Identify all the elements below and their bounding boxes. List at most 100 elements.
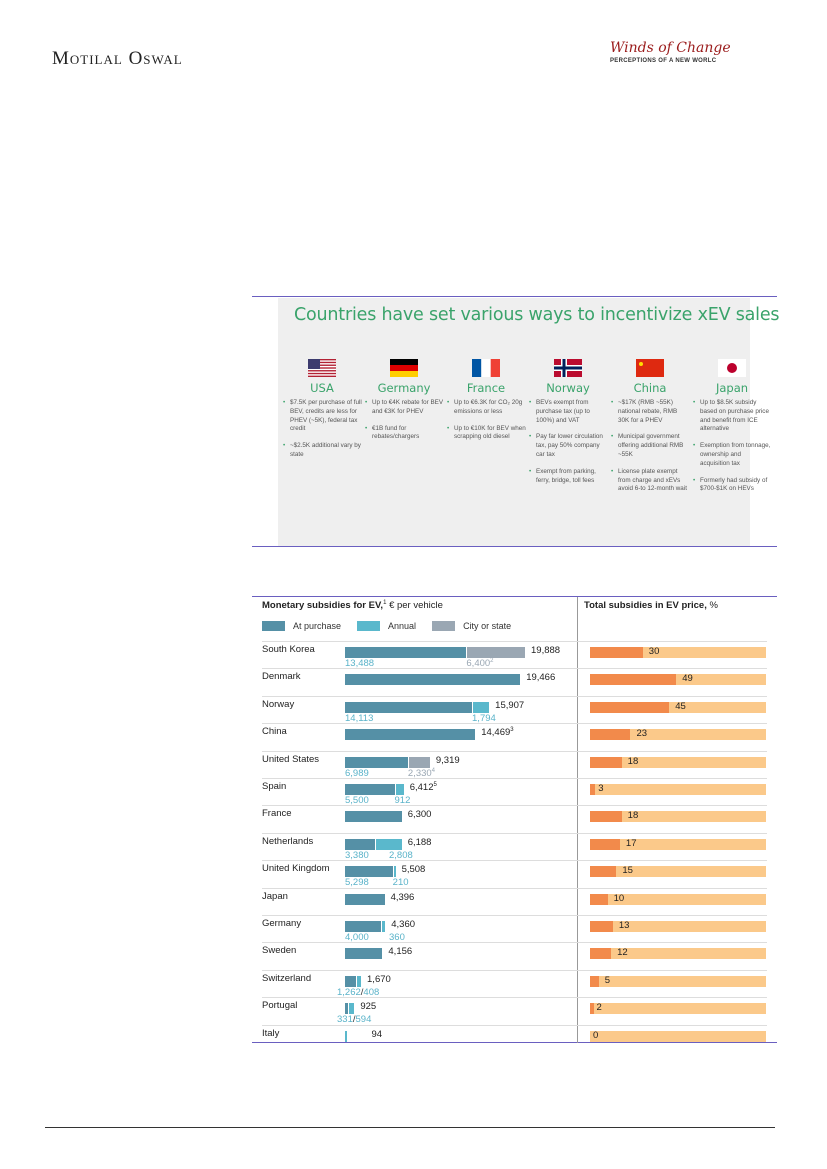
bar-annual xyxy=(382,921,386,932)
price-share-value: 49 xyxy=(682,673,693,685)
total-label: 19,466 xyxy=(526,672,555,684)
total-value: 6,412 xyxy=(409,782,434,794)
price-share-value: 18 xyxy=(627,810,639,822)
total-label: 6,300 xyxy=(408,809,432,821)
value: 912 xyxy=(394,795,411,807)
incentive-point: Up to €10K for BEV when scrapping old di… xyxy=(446,425,526,443)
price-share-value: 23 xyxy=(636,728,648,740)
bar-at-purchase xyxy=(345,975,357,987)
chart-row: Japan 4,396 10 xyxy=(262,887,767,915)
total-label: 9,319 xyxy=(436,755,460,766)
annual-value: 594 xyxy=(355,1014,372,1026)
country-label: Norway xyxy=(262,698,295,710)
total-label: 6,4125 xyxy=(410,782,437,793)
chart-row: Switzerland 1,670 1,262/408 5 xyxy=(262,969,767,998)
incentive-point: Up to €4K rebate for BEV and €3K for PHE… xyxy=(364,399,444,417)
price-share-value: 30 xyxy=(648,646,660,657)
legend-swatch-annual xyxy=(357,621,381,631)
bar-at-purchase xyxy=(345,729,476,741)
value: 1,794 xyxy=(472,712,496,724)
chart-row: Sweden 4,156 12 xyxy=(262,942,767,969)
china-flag-icon xyxy=(636,359,664,377)
price-share-track: 12 xyxy=(590,947,766,960)
total-label: 925 xyxy=(360,1001,376,1012)
price-share-bar xyxy=(590,921,613,932)
legend-label: Annual xyxy=(388,621,417,631)
country-name: Norway xyxy=(546,381,590,395)
annual-value: 1,794 xyxy=(472,713,496,724)
chart-row: United Kingdom 5,508 5,298 210 15 xyxy=(262,860,767,888)
title-suffix: % xyxy=(709,600,718,611)
price-share-value: 15 xyxy=(622,865,633,877)
purchase-value: 13,488 xyxy=(345,658,375,669)
chart-row: France 6,300 18 xyxy=(262,805,767,832)
total-label: 6,188 xyxy=(408,837,432,848)
chart-row: Netherlands 6,188 3,380 2,808 17 xyxy=(262,832,767,861)
total-value: 4,156 xyxy=(388,946,413,958)
footnote-sup: 4 xyxy=(431,767,436,774)
bar-annual xyxy=(345,1030,347,1042)
chart-row: Spain 6,4125 5,500 912 3 xyxy=(262,778,767,807)
france-flag-icon xyxy=(472,359,500,377)
annual-value: 2,808 xyxy=(389,850,413,861)
value: 2,808 xyxy=(389,849,413,861)
incentive-point: Up to €6.3K for CO₂ 20g emissions or les… xyxy=(446,399,526,417)
chart-row: China 14,4693 23 xyxy=(262,723,767,750)
chart-row: Portugal 925 331/594 2 xyxy=(262,997,767,1026)
price-share-value: 12 xyxy=(617,947,628,959)
country-name: Germany xyxy=(377,381,431,395)
incentive-point: Up to $8.5K subsidy based on purchase pr… xyxy=(692,399,772,434)
country-label: Spain xyxy=(262,781,287,792)
title-sup: 1 xyxy=(383,600,387,606)
japan-flag-icon xyxy=(718,359,746,377)
price-share-bar xyxy=(590,975,599,987)
country-label: France xyxy=(262,808,292,820)
total-value: 4,396 xyxy=(390,891,415,903)
footnote-sup: 5 xyxy=(433,782,437,788)
incentive-point: Exempt from parking, ferry, bridge, toll… xyxy=(528,468,608,486)
price-share-track: 23 xyxy=(590,728,766,741)
bar-at-purchase xyxy=(345,838,376,850)
incentive-point: €1B fund for rebates/chargers xyxy=(364,425,444,443)
legend: At purchase Annual City or state xyxy=(262,621,511,631)
price-share-track: 10 xyxy=(590,893,766,905)
price-share-bar xyxy=(590,647,643,658)
total-label: 4,156 xyxy=(388,946,413,958)
incentive-point: License plate exempt from charge and xEV… xyxy=(610,468,690,494)
purchase-value: 1,262 xyxy=(337,986,361,998)
price-share-value: 17 xyxy=(625,837,637,849)
incentive-point: ~$2.5K additional vary by state xyxy=(282,442,362,460)
country-japan: Japan Up to $8.5K subsidy based on purcha… xyxy=(692,359,772,502)
price-share-track: 15 xyxy=(590,865,766,878)
bar-at-purchase xyxy=(345,893,385,905)
chart-title-left: Monetary subsidies for EV,1 € per vehicl… xyxy=(262,600,443,611)
country-label: South Korea xyxy=(262,644,315,655)
price-share-value: 45 xyxy=(675,700,686,712)
title-suffix: € per vehicle xyxy=(389,600,443,612)
price-share-value: 13 xyxy=(618,920,630,931)
price-share-track: 17 xyxy=(590,837,766,850)
price-share-value: 5 xyxy=(604,974,611,986)
incentive-point: $7.5K per purchase of full BEV, credits … xyxy=(282,399,362,434)
total-value: 15,907 xyxy=(495,699,525,711)
price-share-track: 45 xyxy=(590,700,766,713)
price-share-bar xyxy=(590,893,608,905)
bar-at-purchase xyxy=(345,647,467,658)
country-name: France xyxy=(466,381,506,395)
price-share-value: 3 xyxy=(598,783,604,794)
price-share-bar xyxy=(590,729,631,741)
price-share-value: 18 xyxy=(627,755,639,767)
chart-row: United States 9,319 6,989 2,3304 18 xyxy=(262,750,767,779)
bar-at-purchase xyxy=(345,1003,348,1015)
price-share-bar xyxy=(590,674,677,686)
total-label: 19,888 xyxy=(531,645,560,656)
bar-at-purchase xyxy=(345,921,381,932)
bar-city-state xyxy=(467,647,525,658)
price-share-track: 0 xyxy=(590,1030,766,1042)
bar-annual xyxy=(357,975,362,987)
legend-swatch-city xyxy=(432,621,456,631)
logo-title: Winds of Change xyxy=(610,40,731,56)
price-share-bar xyxy=(590,948,612,960)
incentive-point: Pay far lower circulation tax, pay 50% c… xyxy=(528,433,608,459)
total-value: 94 xyxy=(371,1028,383,1040)
